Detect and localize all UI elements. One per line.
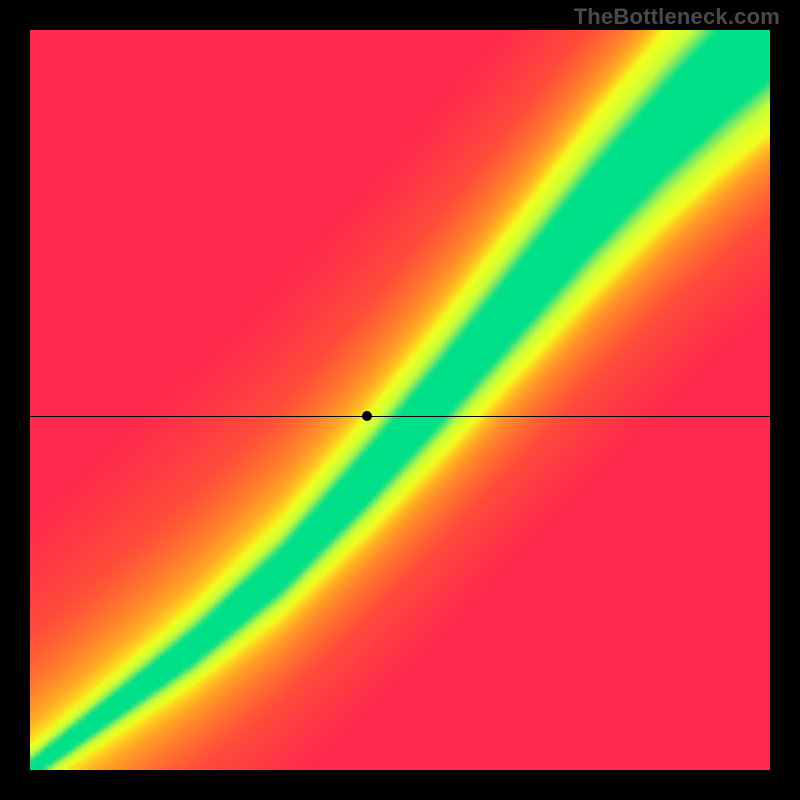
heatmap-plot (30, 30, 770, 770)
crosshair-marker-dot (362, 411, 372, 421)
crosshair-horizontal (30, 416, 770, 417)
watermark-text: TheBottleneck.com (574, 4, 780, 30)
heatmap-canvas (30, 30, 770, 770)
